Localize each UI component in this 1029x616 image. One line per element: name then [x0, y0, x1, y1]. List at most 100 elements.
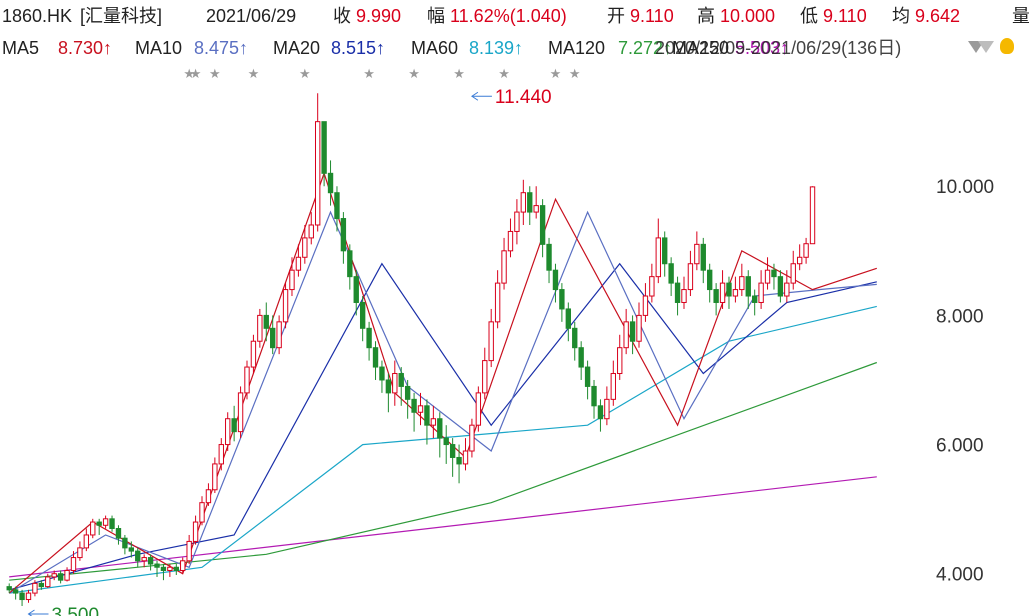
candle	[584, 360, 591, 400]
candle	[205, 483, 212, 506]
candle	[83, 528, 90, 552]
candle	[732, 276, 739, 303]
candle	[237, 386, 244, 439]
star-marker: ★	[498, 66, 510, 81]
candle	[424, 399, 430, 445]
high-label: 高	[697, 6, 715, 26]
ma20-value: 8.515↑	[331, 38, 386, 58]
candle	[475, 386, 482, 432]
candle	[147, 554, 154, 571]
candle	[314, 93, 321, 232]
candle	[681, 276, 687, 309]
quote-date: 2021/06/29	[206, 6, 297, 26]
ma250-value: 5.503↑	[735, 38, 790, 58]
candle	[411, 392, 417, 432]
candle	[726, 276, 732, 309]
candle	[32, 580, 38, 597]
candle	[366, 321, 372, 361]
candle	[771, 263, 777, 290]
ma5-value: 8.730↑	[58, 38, 113, 58]
ma120-label: MA120	[548, 38, 606, 58]
moving-average-lines	[8, 171, 878, 594]
candle	[109, 515, 115, 532]
dropdown-triangle-icon-secondary[interactable]	[978, 41, 994, 53]
candle	[809, 186, 816, 245]
candle	[379, 360, 385, 393]
candle	[173, 564, 179, 576]
candle	[295, 244, 302, 277]
star-marker: ★	[453, 66, 465, 81]
candle	[796, 244, 803, 271]
candle	[597, 399, 604, 432]
ma10-line	[8, 210, 877, 594]
candle	[507, 218, 514, 258]
close-label: 收	[333, 6, 351, 26]
candle	[617, 334, 623, 380]
candle	[45, 573, 51, 588]
candle	[167, 564, 173, 577]
candle	[662, 231, 668, 277]
star-marker: ★	[248, 66, 260, 81]
change-label: 幅	[427, 6, 445, 26]
annotations: 11.440 3.500	[27, 87, 552, 616]
candle	[642, 283, 649, 322]
candle	[192, 515, 199, 545]
candle	[546, 237, 552, 284]
star-marker: ★	[299, 66, 311, 81]
candle	[353, 270, 359, 316]
candle	[6, 583, 12, 594]
y-tick-label: 4.000	[936, 565, 984, 586]
candle	[713, 283, 719, 316]
candle	[764, 257, 771, 290]
candle	[70, 551, 77, 574]
ma60-value: 8.139↑	[469, 38, 524, 58]
candle	[57, 570, 64, 584]
candle	[636, 302, 642, 348]
candle	[745, 270, 751, 309]
candle	[739, 263, 745, 297]
candle	[347, 244, 353, 290]
candle	[218, 438, 224, 471]
candle	[102, 515, 109, 529]
candle	[623, 308, 629, 355]
candle	[482, 347, 488, 400]
candle	[263, 302, 269, 342]
ma5-line	[8, 171, 877, 594]
candle	[430, 405, 437, 439]
candle	[565, 302, 572, 342]
lightbulb-icon[interactable]	[1000, 38, 1014, 54]
candles	[6, 93, 816, 606]
candle	[154, 560, 160, 577]
candle	[559, 283, 565, 322]
candle	[687, 250, 694, 297]
y-tick-label: 6.000	[936, 436, 984, 457]
candle	[276, 315, 282, 355]
star-markers: ★★ ★ ★ ★ ★ ★ ★ ★ ★ ★	[183, 66, 580, 81]
candle	[128, 541, 135, 558]
candle	[19, 589, 25, 606]
candle	[225, 412, 231, 452]
candle	[270, 315, 276, 355]
low-label: 低	[800, 6, 818, 26]
candle	[514, 199, 520, 245]
star-marker: ★	[408, 66, 420, 81]
candle	[456, 444, 462, 484]
stock-name: [汇量科技]	[80, 6, 163, 26]
candle	[462, 438, 469, 471]
candle	[610, 360, 616, 406]
ma20-line	[9, 262, 877, 591]
candle	[649, 263, 655, 303]
star-marker: ★	[550, 66, 562, 81]
candle	[141, 554, 147, 568]
high-value: 10.000	[720, 6, 776, 26]
candle	[340, 212, 347, 264]
candle	[321, 121, 327, 187]
candle	[12, 586, 19, 600]
volume-label: 量	[1012, 6, 1029, 26]
candle	[160, 564, 167, 581]
star-marker: ★	[183, 66, 195, 81]
y-axis-ticks: 10.000 8.000 6.000 4.000	[936, 177, 994, 585]
star-marker: ★	[209, 66, 221, 81]
change-value: 11.62%(1.040)	[450, 6, 567, 26]
candle	[90, 518, 96, 539]
